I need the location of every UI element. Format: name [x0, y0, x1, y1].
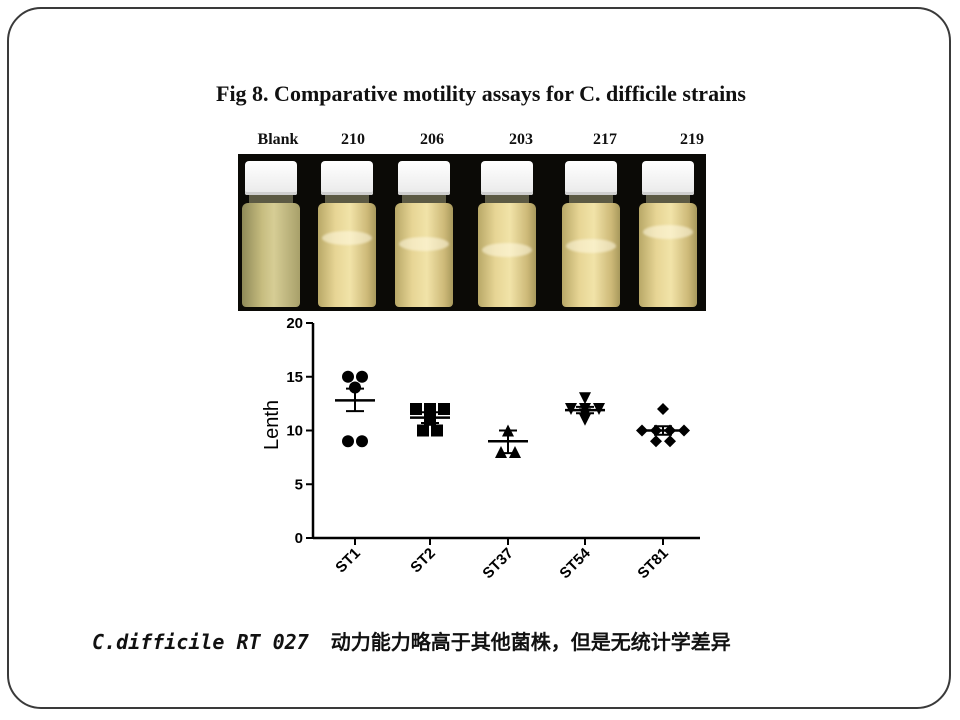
data-point: [410, 403, 422, 415]
y-tick-label: 20: [286, 315, 303, 332]
data-point: [509, 446, 521, 458]
x-tick-label-st37: ST37: [479, 545, 516, 582]
x-tick-label-st54: ST54: [556, 544, 594, 582]
vial-203: [476, 154, 538, 311]
y-tick-label: 0: [295, 530, 303, 547]
data-point: [431, 424, 443, 437]
series-st37: [488, 424, 528, 458]
data-point: [349, 381, 361, 394]
data-point: [342, 435, 354, 448]
vial-206: [393, 154, 455, 311]
vial-210: [316, 154, 378, 311]
data-point: [664, 435, 676, 448]
caption-strain: C.difficile RT 027: [92, 630, 309, 654]
data-point: [438, 403, 450, 415]
series-st2: [410, 403, 450, 437]
data-point: [657, 403, 669, 415]
data-point: [579, 392, 591, 405]
vial-label-217: 217: [593, 131, 617, 148]
vial-label-blank: Blank: [257, 131, 299, 148]
vial-label-203: 203: [509, 131, 533, 148]
y-tick-label: 10: [286, 423, 303, 440]
data-point: [356, 370, 368, 383]
vial-label-206: 206: [420, 131, 444, 148]
vial-label-210: 210: [341, 131, 365, 148]
data-point: [417, 424, 429, 437]
figure-title: Fig 8. Comparative motility assays for C…: [216, 81, 746, 106]
x-tick-label-st1: ST1: [332, 545, 363, 576]
caption: C.difficile RT 027 动力能力略高于其他菌株，但是无统计学差异: [92, 626, 731, 655]
data-point: [650, 435, 662, 448]
caption-conclusion: 动力能力略高于其他菌株，但是无统计学差异: [330, 630, 731, 654]
series-st1: [335, 370, 375, 448]
vial-blank: [240, 154, 302, 311]
data-point: [495, 446, 507, 458]
data-point: [636, 424, 648, 437]
chart-axes: 0 5 10 15 20 Lenth ST1 ST2 ST37 ST54 ST81: [261, 315, 700, 582]
series-st54: [565, 392, 605, 426]
x-tick-label-st2: ST2: [407, 545, 438, 576]
series-st81: [636, 403, 690, 448]
x-tick-label-st81: ST81: [634, 545, 671, 582]
data-point: [579, 408, 591, 421]
y-tick-label: 15: [286, 369, 303, 386]
motility-vials-photo: [238, 154, 706, 311]
slide-frame: Fig 8. Comparative motility assays for C…: [7, 7, 951, 709]
y-axis-label: Lenth: [261, 400, 283, 450]
chart-marks: [335, 370, 690, 458]
vial-219: [637, 154, 699, 311]
data-point: [356, 435, 368, 448]
vial-217: [560, 154, 622, 311]
data-point: [342, 370, 354, 383]
vial-label-219: 219: [680, 131, 704, 148]
y-tick-label: 5: [295, 476, 303, 493]
data-point: [678, 424, 690, 437]
